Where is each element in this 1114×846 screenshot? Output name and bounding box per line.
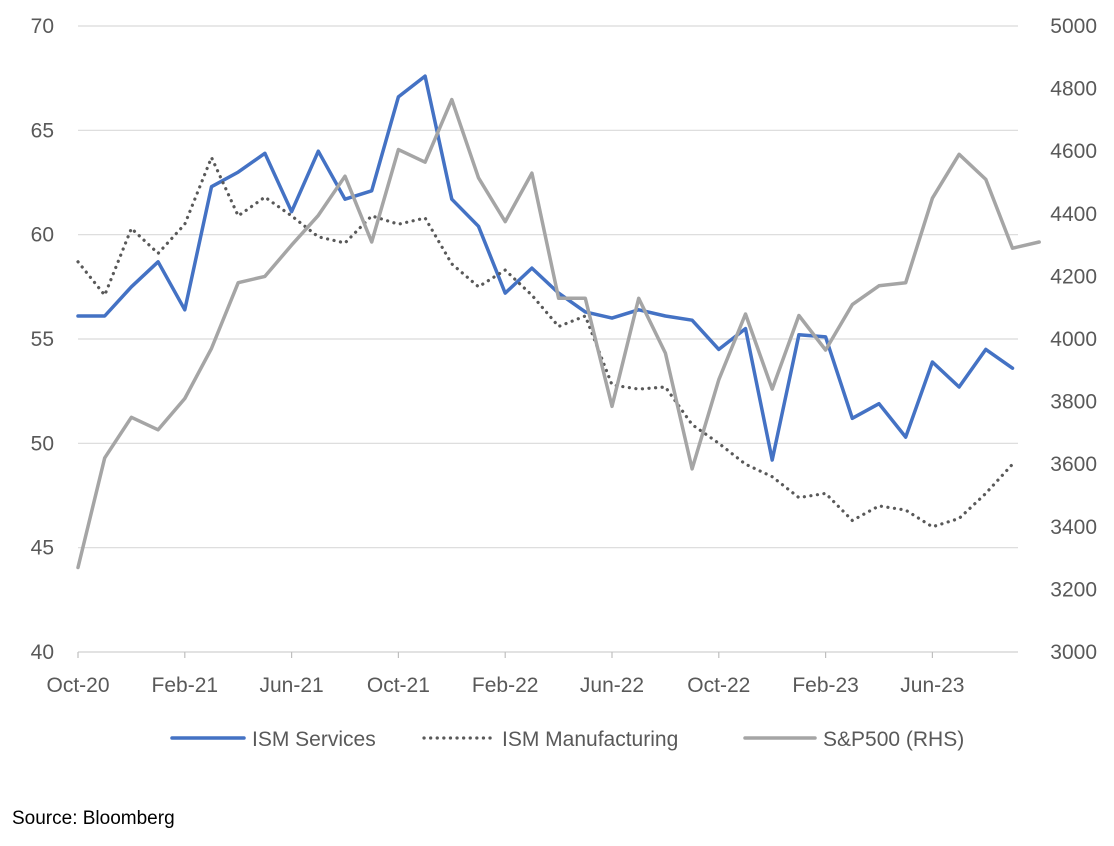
x-tick-label: Jun-22 xyxy=(580,674,644,697)
x-tick-label: Jun-21 xyxy=(259,674,323,697)
series xyxy=(76,74,1041,570)
series-line-ism-manufacturing xyxy=(76,155,1015,529)
x-tick-label: Feb-21 xyxy=(152,674,219,697)
y-right-tick-label: 3000 xyxy=(1050,641,1097,664)
axes: 40 45 50 55 60 65 70 3000 3200 3400 3600 3800 4000 42… xyxy=(31,15,1097,697)
x-tick-label: Oct-20 xyxy=(46,674,109,697)
y-right-tick-label: 4000 xyxy=(1050,328,1097,351)
series-line-s-p500-rhs xyxy=(76,97,1041,570)
y-left-tick-label: 55 xyxy=(31,328,54,351)
y-left-tick-label: 70 xyxy=(31,15,54,38)
y-left-tick-label: 60 xyxy=(31,224,54,247)
y-right-tick-label: 3800 xyxy=(1050,391,1097,414)
y-right-tick-label: 5000 xyxy=(1050,15,1097,38)
y-right-tick-label: 4600 xyxy=(1050,140,1097,163)
y-right-tick-label: 3400 xyxy=(1050,516,1097,539)
x-tick-label: Jun-23 xyxy=(900,674,964,697)
y-right-tick-label: 4200 xyxy=(1050,265,1097,288)
gridlines xyxy=(78,25,1018,549)
legend: ISM Services ISM Manufacturing S&P500 (RHS… xyxy=(170,728,964,751)
legend-label-s-p500-rhs: S&P500 (RHS) xyxy=(823,728,964,751)
y-right-tick-label: 4800 xyxy=(1050,78,1097,101)
y-left-tick-label: 45 xyxy=(31,537,54,560)
y-left-tick-label: 65 xyxy=(31,119,54,142)
y-right-tick-label: 3600 xyxy=(1050,453,1097,476)
y-left-tick-label: 40 xyxy=(31,641,54,664)
x-tick-label: Feb-23 xyxy=(792,674,859,697)
x-tick-label: Oct-21 xyxy=(367,674,430,697)
y-right-tick-label: 3200 xyxy=(1050,578,1097,601)
y-right-tick-label: 4400 xyxy=(1050,203,1097,226)
series-line-ism-services xyxy=(76,74,1015,462)
y-left-tick-label: 50 xyxy=(31,432,54,455)
x-tick-label: Oct-22 xyxy=(687,674,750,697)
x-tick-label: Feb-22 xyxy=(472,674,539,697)
source-note: Source: Bloomberg xyxy=(12,808,175,829)
chart-svg: 40 45 50 55 60 65 70 3000 3200 3400 3600 3800 4000 42… xyxy=(31,15,1097,751)
legend-label-ism-services: ISM Services xyxy=(252,728,376,751)
legend-label-ism-manufacturing: ISM Manufacturing xyxy=(502,728,678,751)
